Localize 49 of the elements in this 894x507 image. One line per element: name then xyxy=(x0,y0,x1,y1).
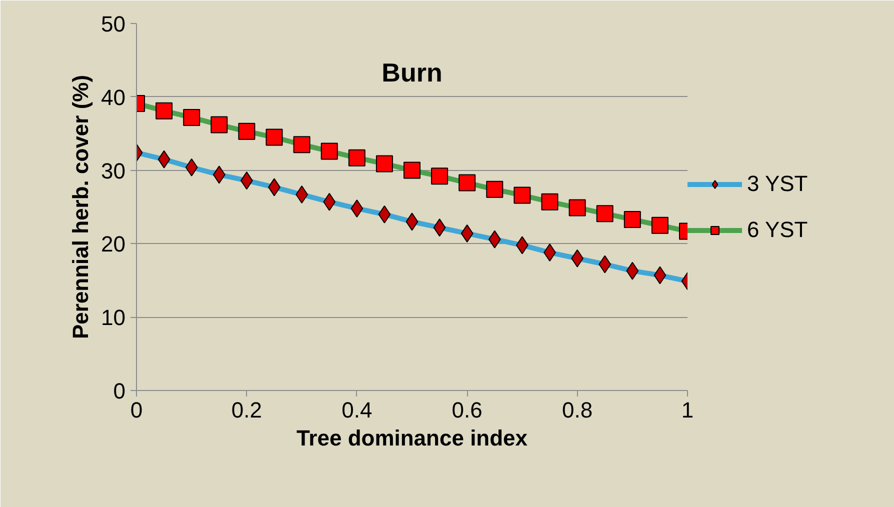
legend-label: 6 YST xyxy=(747,216,808,242)
point xyxy=(596,205,614,222)
point xyxy=(376,155,393,172)
point xyxy=(266,128,283,146)
point xyxy=(458,174,476,192)
point xyxy=(158,150,170,168)
point xyxy=(350,199,364,218)
point xyxy=(238,122,256,140)
point xyxy=(183,108,200,126)
point xyxy=(460,224,474,242)
x-tick-label: 0.2 xyxy=(231,398,262,422)
y-tick-label: 20 xyxy=(101,232,126,257)
point xyxy=(323,192,336,211)
y-tick-label: 10 xyxy=(101,305,126,330)
y-tick-label: 30 xyxy=(101,158,126,184)
y-tick-label: 0 xyxy=(113,378,126,404)
y-tick-label: 50 xyxy=(101,12,126,36)
point xyxy=(431,168,448,185)
x-tick-label: 0.4 xyxy=(342,398,372,422)
point xyxy=(185,158,198,176)
x-tick-label: 1 xyxy=(681,398,694,422)
point xyxy=(348,149,366,166)
x-tick-label: 0.6 xyxy=(452,398,482,422)
point xyxy=(156,102,173,120)
point xyxy=(210,116,228,134)
point xyxy=(651,216,668,234)
legend-label: 3 YST xyxy=(747,170,808,196)
point xyxy=(212,166,226,184)
y-axis-title: Perennial herb. cover (%) xyxy=(68,74,94,340)
point xyxy=(433,218,446,237)
point xyxy=(541,193,558,210)
point xyxy=(624,210,641,228)
x-tick-label: 0.8 xyxy=(562,398,593,422)
point xyxy=(406,212,418,231)
point xyxy=(568,199,586,216)
text: Burn xyxy=(382,58,442,88)
x-axis-title: Tree dominance index xyxy=(296,426,528,450)
point xyxy=(598,255,612,274)
point xyxy=(514,186,531,204)
point xyxy=(486,180,504,198)
point xyxy=(320,142,338,160)
x-tick-label: 0 xyxy=(130,398,143,422)
y-tick-label: 40 xyxy=(101,84,126,110)
point xyxy=(654,266,666,284)
point xyxy=(378,205,391,224)
point xyxy=(488,230,501,248)
point xyxy=(404,162,420,179)
point xyxy=(293,136,310,154)
point xyxy=(626,262,639,280)
